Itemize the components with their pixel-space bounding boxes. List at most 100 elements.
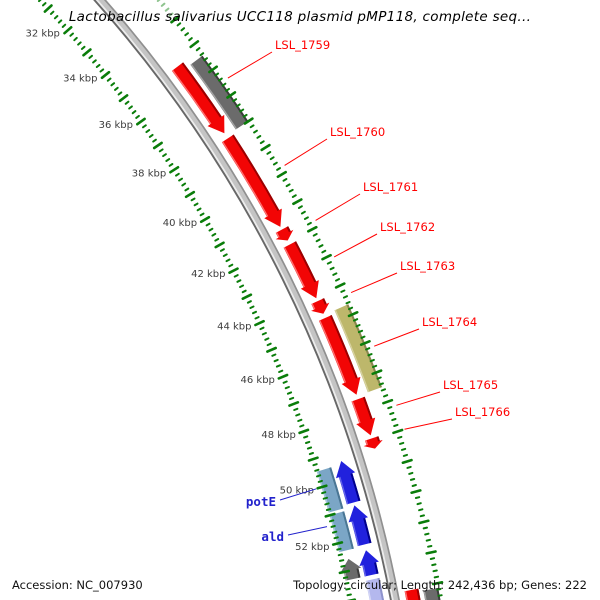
feature-gene-blue-2[interactable]	[348, 505, 372, 547]
leader-LSL_1765	[396, 391, 441, 406]
feature-LSL_1765-highlight	[351, 400, 361, 424]
inner-tick-minor	[322, 496, 328, 500]
outer-tick-minor	[239, 108, 245, 113]
gene-label-LSL_1760[interactable]: LSL_1760	[330, 125, 385, 139]
inner-tick-minor	[278, 369, 284, 373]
inner-tick-minor	[211, 232, 217, 237]
inner-tick-minor	[184, 187, 190, 192]
inner-tick-minor	[312, 463, 318, 467]
outer-tick-minor	[168, 12, 174, 17]
feature-LSL_1764[interactable]	[334, 304, 382, 393]
gene-label-LSL_1765[interactable]: LSL_1765	[443, 378, 498, 392]
scale-label-34kbp: 34 kbp	[63, 74, 97, 85]
gene-label-LSL_1762[interactable]: LSL_1762	[380, 220, 435, 234]
gene-label-potE[interactable]: potE	[246, 494, 276, 509]
inner-tick-minor	[181, 182, 187, 187]
feature-LSL_1761[interactable]	[275, 226, 294, 241]
inner-tick-minor	[233, 274, 239, 278]
outer-tick-major	[418, 519, 430, 525]
inner-tick-minor	[117, 91, 123, 96]
outer-tick-minor	[372, 364, 378, 368]
inner-tick-major	[214, 241, 225, 249]
inner-tick-major	[254, 319, 265, 327]
gene-label-LSL_1764[interactable]: LSL_1764	[422, 315, 477, 329]
outer-tick-minor	[348, 306, 354, 311]
inner-tick-major	[298, 428, 310, 435]
inner-tick-major	[152, 141, 163, 150]
inner-tick-minor	[92, 59, 97, 64]
inner-tick-major	[338, 569, 351, 575]
outer-tick-minor	[176, 22, 182, 27]
inner-tick-minor	[148, 133, 154, 138]
outer-tick-minor	[383, 394, 389, 398]
scale-label-48kbp: 48 kbp	[261, 430, 295, 441]
inner-tick-major	[118, 94, 129, 103]
inner-tick-minor	[314, 468, 320, 472]
inner-tick-minor	[286, 391, 293, 395]
outer-tick-minor	[282, 178, 288, 182]
feature-gene-red-9[interactable]	[404, 588, 427, 600]
feature-gene-gray-3[interactable]	[423, 587, 446, 600]
outer-tick-minor	[422, 526, 428, 530]
feature-gene-blue-3-edge	[374, 562, 379, 574]
feature-gene-red-1[interactable]	[171, 62, 225, 134]
outer-tick-minor	[225, 87, 230, 92]
feature-gene-red-1-edge	[181, 62, 222, 118]
feature-potE[interactable]	[316, 467, 344, 513]
gene-label-ald[interactable]: ald	[261, 529, 284, 544]
outer-tick-minor	[164, 7, 170, 12]
outer-tick-minor	[409, 478, 416, 481]
inner-tick-minor	[88, 54, 93, 59]
gene-label-LSL_1759[interactable]: LSL_1759	[275, 38, 330, 52]
outer-tick-minor	[300, 210, 306, 215]
outer-tick-major	[243, 117, 254, 125]
feature-gene-blue-1[interactable]	[336, 461, 361, 505]
inner-tick-major	[331, 541, 344, 546]
feature-gene-gray-2-edge	[356, 568, 361, 578]
inner-tick-minor	[69, 32, 74, 37]
inner-tick-minor	[342, 576, 349, 579]
scale-label-40kbp: 40 kbp	[163, 218, 197, 229]
feature-LSL_1761-edge	[286, 226, 291, 233]
outer-tick-minor	[360, 335, 366, 339]
feature-gene-red-6[interactable]	[318, 315, 361, 395]
feature-LSL_1759[interactable]	[190, 55, 249, 130]
gene-label-LSL_1761[interactable]: LSL_1761	[363, 180, 418, 194]
inner-tick-minor	[252, 310, 257, 315]
feature-LSL_1765[interactable]	[351, 396, 376, 436]
outer-tick-minor	[312, 233, 318, 237]
outer-tick-minor	[329, 266, 335, 271]
leader-LSL_1760	[284, 138, 328, 166]
inner-tick-minor	[273, 358, 279, 363]
inner-tick-minor	[168, 163, 174, 167]
outer-tick-minor	[380, 388, 386, 392]
outer-tick-minor	[160, 2, 166, 7]
outer-tick-minor	[437, 594, 443, 597]
gene-label-LSL_1766[interactable]: LSL_1766	[455, 405, 510, 419]
inner-tick-minor	[99, 68, 105, 73]
outer-tick-major	[260, 143, 271, 152]
outer-tick-minor	[321, 249, 327, 254]
inner-tick-major	[136, 117, 146, 126]
outer-tick-minor	[397, 435, 403, 439]
feature-LSL_1762[interactable]	[283, 241, 319, 299]
inner-tick-major	[63, 25, 73, 35]
inner-tick-minor	[61, 23, 67, 28]
scale-label-32kbp: 32 kbp	[26, 29, 60, 40]
gene-label-LSL_1763[interactable]: LSL_1763	[400, 259, 455, 273]
outer-tick-major	[347, 310, 359, 318]
feature-LSL_1760[interactable]	[221, 134, 282, 227]
outer-tick-major	[226, 91, 237, 99]
outer-tick-minor	[195, 47, 201, 52]
inner-tick-minor	[275, 364, 281, 368]
outer-tick-minor	[414, 496, 421, 499]
inner-tick-major	[316, 484, 328, 490]
outer-tick-minor	[355, 324, 361, 328]
feature-LSL_1761-highlight	[275, 232, 280, 238]
inner-tick-minor	[128, 105, 133, 110]
feature-ald[interactable]	[329, 511, 354, 553]
inner-tick-minor	[339, 559, 345, 562]
inner-tick-minor	[175, 172, 180, 177]
outer-tick-major	[382, 398, 394, 405]
